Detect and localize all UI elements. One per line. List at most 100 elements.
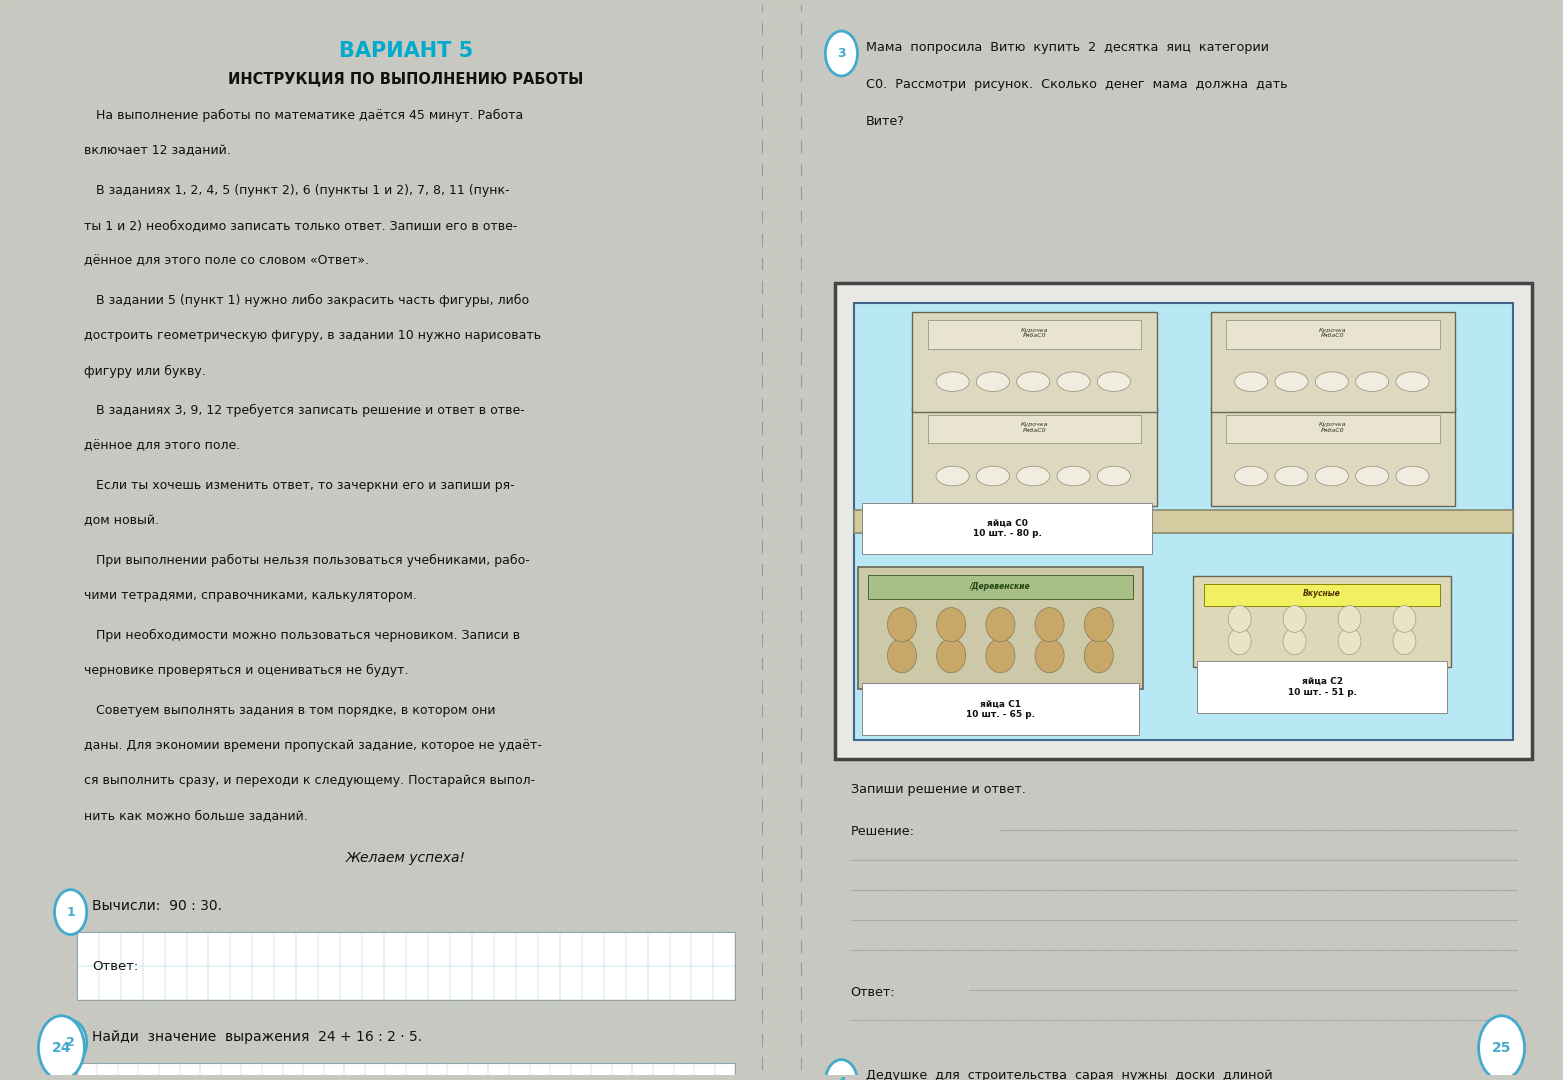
Text: Дедушке  для  строительства  сарая  нужны  доски  длиной: Дедушке для строительства сарая нужны до… (866, 1069, 1272, 1080)
Ellipse shape (1235, 372, 1268, 391)
Ellipse shape (1393, 606, 1416, 632)
Text: Ответ:: Ответ: (850, 986, 896, 999)
Text: ты 1 и 2) необходимо записать только ответ. Запиши его в отве-: ты 1 и 2) необходимо записать только отв… (84, 219, 517, 232)
FancyBboxPatch shape (863, 684, 1139, 734)
Text: В задании 5 (пункт 1) нужно либо закрасить часть фигуры, либо: В задании 5 (пункт 1) нужно либо закраси… (84, 294, 530, 307)
Ellipse shape (1016, 467, 1050, 486)
FancyBboxPatch shape (835, 283, 1532, 759)
Text: При необходимости можно пользоваться черновиком. Записи в: При необходимости можно пользоваться чер… (84, 629, 520, 642)
Ellipse shape (1097, 467, 1130, 486)
Text: При выполнении работы нельзя пользоваться учебниками, рабо-: При выполнении работы нельзя пользоватьс… (84, 554, 530, 567)
Ellipse shape (1275, 372, 1308, 391)
Ellipse shape (1057, 467, 1089, 486)
Circle shape (55, 890, 86, 934)
FancyBboxPatch shape (1227, 321, 1440, 349)
FancyBboxPatch shape (913, 312, 1157, 411)
Ellipse shape (1283, 627, 1307, 654)
Text: Курочка
РябаС0: Курочка РябаС0 (1319, 328, 1347, 338)
Ellipse shape (977, 372, 1010, 391)
Text: 1: 1 (66, 906, 75, 919)
FancyBboxPatch shape (858, 567, 1143, 689)
Text: Вите?: Вите? (866, 114, 905, 127)
Ellipse shape (1283, 606, 1307, 632)
Text: ИНСТРУКЦИЯ ПО ВЫПОЛНЕНИЮ РАБОТЫ: ИНСТРУКЦИЯ ПО ВЫПОЛНЕНИЮ РАБОТЫ (228, 71, 583, 86)
FancyBboxPatch shape (855, 302, 1513, 740)
Text: яйца С2
10 шт. - 51 р.: яйца С2 10 шт. - 51 р. (1288, 677, 1357, 697)
Ellipse shape (936, 608, 966, 642)
FancyBboxPatch shape (1227, 415, 1440, 443)
Text: черновике проверяться и оцениваться не будут.: черновике проверяться и оцениваться не б… (84, 664, 410, 677)
Text: Курочка
РябаС0: Курочка РябаС0 (1021, 328, 1049, 338)
Ellipse shape (1097, 372, 1130, 391)
Text: ВАРИАНТ 5: ВАРИАНТ 5 (339, 41, 474, 60)
Text: Мама  попросила  Витю  купить  2  десятка  яиц  категории: Мама попросила Витю купить 2 десятка яиц… (866, 41, 1269, 54)
Text: дённое для этого поле со словом «Ответ».: дённое для этого поле со словом «Ответ». (84, 255, 369, 268)
Circle shape (825, 31, 858, 76)
Text: Желаем успеха!: Желаем успеха! (345, 851, 466, 865)
Text: чими тетрадями, справочниками, калькулятором.: чими тетрадями, справочниками, калькулят… (84, 590, 417, 603)
Ellipse shape (1085, 608, 1113, 642)
Text: нить как можно больше заданий.: нить как можно больше заданий. (84, 809, 308, 823)
Text: достроить геометрическую фигуру, в задании 10 нужно нарисовать: достроить геометрическую фигуру, в задан… (84, 329, 541, 342)
Ellipse shape (1275, 467, 1308, 486)
FancyBboxPatch shape (1211, 406, 1455, 507)
Ellipse shape (1016, 372, 1050, 391)
Text: 4: 4 (838, 1076, 846, 1080)
Ellipse shape (1229, 606, 1250, 632)
Text: С0.  Рассмотри  рисунок.  Сколько  денег  мама  должна  дать: С0. Рассмотри рисунок. Сколько денег мам… (866, 78, 1288, 91)
Ellipse shape (1396, 467, 1429, 486)
Ellipse shape (1035, 608, 1064, 642)
Ellipse shape (1393, 627, 1416, 654)
Text: 24: 24 (52, 1041, 72, 1055)
Text: дом новый.: дом новый. (84, 514, 159, 527)
FancyBboxPatch shape (1193, 576, 1450, 666)
Text: Если ты хочешь изменить ответ, то зачеркни его и запиши ря-: Если ты хочешь изменить ответ, то зачерк… (84, 480, 516, 492)
FancyBboxPatch shape (863, 503, 1152, 554)
Text: Найди  значение  выражения  24 + 16 : 2 · 5.: Найди значение выражения 24 + 16 : 2 · 5… (92, 1029, 422, 1043)
Text: Курочка
РябаС0: Курочка РябаС0 (1021, 422, 1049, 433)
Ellipse shape (1338, 606, 1361, 632)
Text: включает 12 заданий.: включает 12 заданий. (84, 145, 231, 158)
Text: Вычисли:  90 : 30.: Вычисли: 90 : 30. (92, 900, 222, 914)
Ellipse shape (1085, 638, 1113, 673)
FancyBboxPatch shape (1205, 584, 1440, 606)
FancyBboxPatch shape (928, 415, 1141, 443)
Ellipse shape (1235, 467, 1268, 486)
Ellipse shape (1314, 372, 1349, 391)
Ellipse shape (1057, 372, 1089, 391)
Circle shape (825, 1059, 858, 1080)
Text: Курочка
РябаС0: Курочка РябаС0 (1319, 422, 1347, 433)
Ellipse shape (986, 608, 1014, 642)
Text: В заданиях 1, 2, 4, 5 (пункт 2), 6 (пункты 1 и 2), 7, 8, 11 (пунк-: В заданиях 1, 2, 4, 5 (пункт 2), 6 (пунк… (84, 184, 510, 197)
Ellipse shape (888, 608, 916, 642)
Ellipse shape (1229, 627, 1250, 654)
Text: 25: 25 (1491, 1041, 1511, 1055)
Ellipse shape (936, 638, 966, 673)
FancyBboxPatch shape (867, 575, 1133, 599)
Ellipse shape (986, 638, 1014, 673)
Circle shape (39, 1016, 84, 1080)
FancyBboxPatch shape (1211, 312, 1455, 411)
FancyBboxPatch shape (77, 932, 735, 1000)
Ellipse shape (1338, 627, 1361, 654)
Text: Советуем выполнять задания в том порядке, в котором они: Советуем выполнять задания в том порядке… (84, 703, 495, 717)
Text: Вкусные: Вкусные (1304, 590, 1341, 598)
FancyBboxPatch shape (1197, 661, 1447, 713)
FancyBboxPatch shape (77, 1063, 735, 1080)
Ellipse shape (1035, 638, 1064, 673)
Text: Запиши решение и ответ.: Запиши решение и ответ. (850, 783, 1025, 796)
Ellipse shape (1355, 467, 1390, 486)
Text: дённое для этого поле.: дённое для этого поле. (84, 440, 241, 453)
Text: ся выполнить сразу, и переходи к следующему. Постарайся выпол-: ся выполнить сразу, и переходи к следующ… (84, 774, 536, 787)
Text: На выполнение работы по математике даётся 45 минут. Работа: На выполнение работы по математике даётс… (84, 109, 524, 122)
Ellipse shape (1314, 467, 1349, 486)
Text: яйца С0
10 шт. - 80 р.: яйца С0 10 шт. - 80 р. (972, 519, 1041, 539)
Ellipse shape (1355, 372, 1390, 391)
Text: яйца С1
10 шт. - 65 р.: яйца С1 10 шт. - 65 р. (966, 699, 1035, 718)
Ellipse shape (1396, 372, 1429, 391)
Ellipse shape (888, 638, 916, 673)
Text: даны. Для экономии времени пропускай задание, которое не удаёт-: даны. Для экономии времени пропускай зад… (84, 739, 542, 752)
Text: 2: 2 (66, 1036, 75, 1049)
Text: В заданиях 3, 9, 12 требуется записать решение и ответ в отве-: В заданиях 3, 9, 12 требуется записать р… (84, 404, 525, 417)
Text: Ответ:: Ответ: (92, 959, 138, 973)
